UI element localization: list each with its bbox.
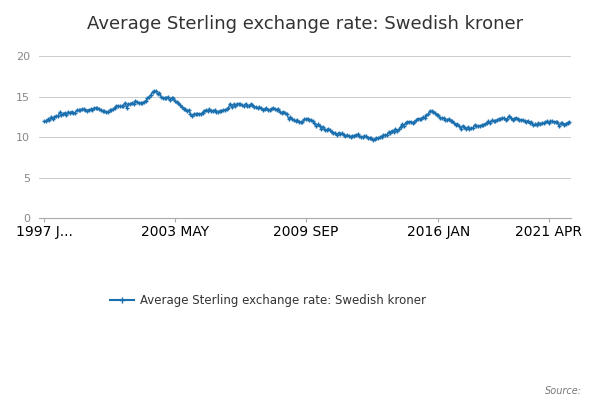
Text: Source:: Source: xyxy=(545,386,582,396)
Average Sterling exchange rate: Swedish kroner: (64, 15.7): Swedish kroner: (64, 15.7) xyxy=(151,88,158,93)
Average Sterling exchange rate: Swedish kroner: (223, 12.8): Swedish kroner: (223, 12.8) xyxy=(425,112,432,117)
Average Sterling exchange rate: Swedish kroner: (99, 13.3): Swedish kroner: (99, 13.3) xyxy=(211,108,218,112)
Average Sterling exchange rate: Swedish kroner: (271, 12.4): Swedish kroner: (271, 12.4) xyxy=(507,115,514,120)
Title: Average Sterling exchange rate: Swedish kroner: Average Sterling exchange rate: Swedish … xyxy=(87,15,523,33)
Average Sterling exchange rate: Swedish kroner: (213, 11.9): Swedish kroner: (213, 11.9) xyxy=(407,119,415,124)
Average Sterling exchange rate: Swedish kroner: (191, 9.64): Swedish kroner: (191, 9.64) xyxy=(370,138,377,143)
Legend: Average Sterling exchange rate: Swedish kroner: Average Sterling exchange rate: Swedish … xyxy=(105,290,430,312)
Average Sterling exchange rate: Swedish kroner: (0, 12): Swedish kroner: (0, 12) xyxy=(40,119,47,124)
Average Sterling exchange rate: Swedish kroner: (305, 11.9): Swedish kroner: (305, 11.9) xyxy=(566,119,573,124)
Average Sterling exchange rate: Swedish kroner: (144, 12.3): Swedish kroner: (144, 12.3) xyxy=(289,116,296,121)
Line: Average Sterling exchange rate: Swedish kroner: Average Sterling exchange rate: Swedish … xyxy=(43,89,571,142)
Average Sterling exchange rate: Swedish kroner: (108, 14.1): Swedish kroner: (108, 14.1) xyxy=(226,101,233,106)
